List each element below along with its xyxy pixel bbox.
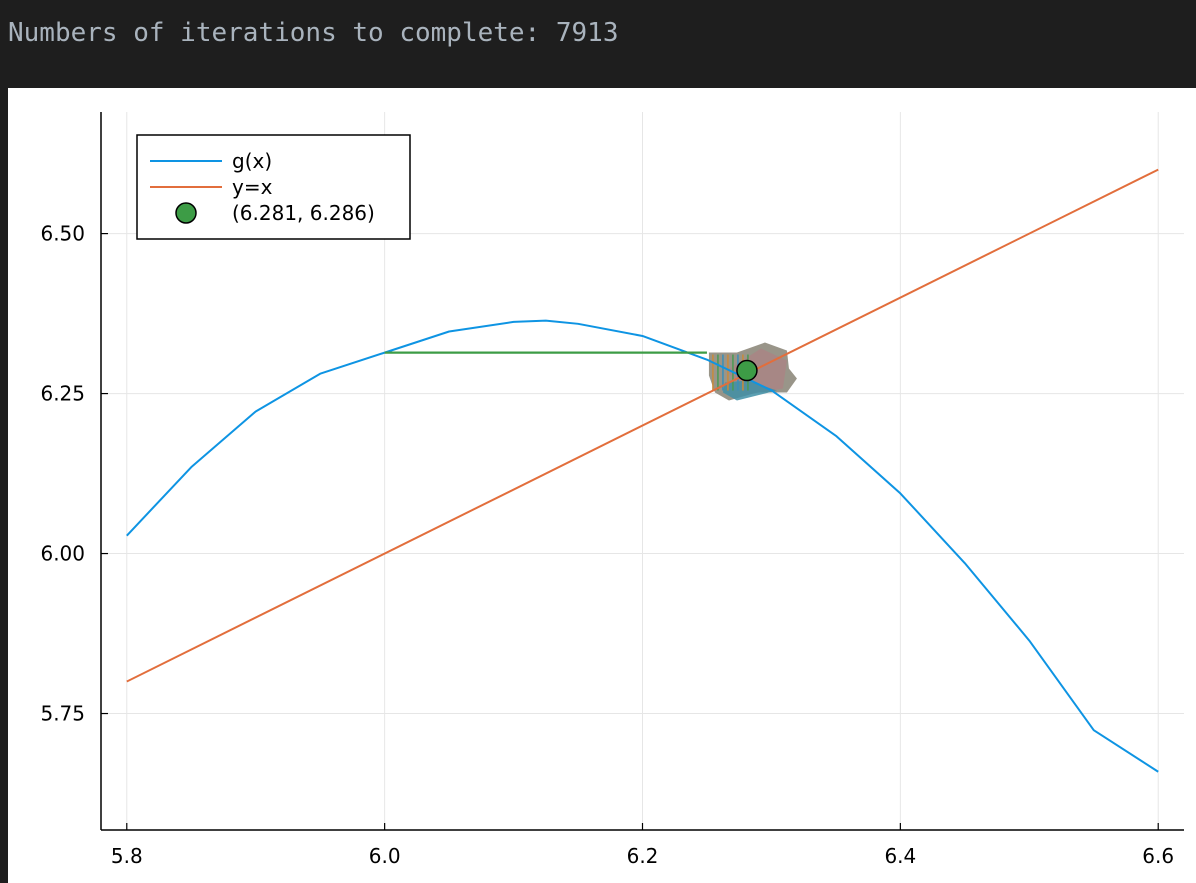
y-tick-label: 6.25 xyxy=(40,382,85,406)
legend-label-point: (6.281, 6.286) xyxy=(232,201,375,225)
y-tick-label: 5.75 xyxy=(40,702,85,726)
x-tick-label: 6.0 xyxy=(369,844,401,868)
legend: g(x) y=x (6.281, 6.286) xyxy=(136,134,411,240)
x-tick-label: 6.4 xyxy=(884,844,916,868)
y-tick-label: 6.00 xyxy=(40,542,85,566)
legend-label-gx: g(x) xyxy=(232,149,272,173)
x-tick-label: 6.2 xyxy=(627,844,659,868)
plot-panel: 5.8 6.0 6.2 6.4 6.6 5.75 6.00 6.25 6.50 g(x) y=x… xyxy=(8,88,1196,883)
legend-swatch-point xyxy=(175,202,197,224)
cobweb-cluster xyxy=(722,380,777,401)
x-tick-label: 5.8 xyxy=(111,844,143,868)
console-output-text: Numbers of iterations to complete: 7913 xyxy=(8,18,619,48)
y-tick-label: 6.50 xyxy=(40,222,85,246)
yx-line xyxy=(126,168,1159,683)
legend-label-yx: y=x xyxy=(232,175,273,199)
axes: 5.8 6.0 6.2 6.4 6.6 5.75 6.00 6.25 6.50 xyxy=(40,112,1184,868)
x-tick-label: 6.6 xyxy=(1142,844,1174,868)
cobweb-chart: 5.8 6.0 6.2 6.4 6.6 5.75 6.00 6.25 6.50 g(x) y=x… xyxy=(40,112,1184,868)
fixed-point-marker xyxy=(736,359,758,382)
series-layer xyxy=(126,168,1159,773)
gx-line xyxy=(126,319,1159,773)
